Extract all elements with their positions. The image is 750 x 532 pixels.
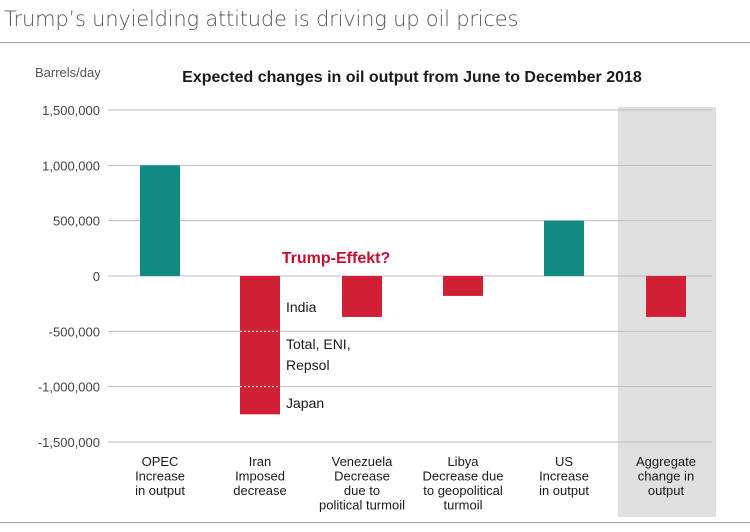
bar bbox=[646, 276, 686, 317]
bars bbox=[140, 165, 686, 415]
category-label: Aggregate change in output bbox=[636, 454, 696, 498]
breakdown-label: Japan bbox=[286, 395, 324, 411]
top-divider bbox=[0, 42, 750, 43]
y-tick-label: 1,500,000 bbox=[42, 103, 100, 118]
chart-title: Expected changes in oil output from June… bbox=[182, 69, 642, 86]
category-label: Iran Imposed decrease bbox=[233, 454, 286, 498]
y-tick-label: 1,000,000 bbox=[42, 158, 100, 173]
bar bbox=[342, 276, 382, 317]
trump-effekt-label: Trump-Effekt? bbox=[282, 250, 390, 267]
bar bbox=[140, 165, 180, 276]
category-label: Venezuela Decrease due to political turmoil bbox=[319, 454, 405, 513]
y-tick-label: 500,000 bbox=[53, 214, 100, 229]
category-label: US Increase in output bbox=[539, 454, 589, 498]
category-labels: OPEC Increase in output Iran Imposed decrease… bbox=[135, 454, 696, 513]
y-tick-label: -1,500,000 bbox=[38, 435, 100, 450]
bar bbox=[443, 276, 483, 296]
breakdown-label: Total, ENI, Repsol bbox=[286, 336, 351, 373]
bar bbox=[240, 276, 280, 415]
gridlines bbox=[108, 109, 712, 443]
page-title: Trump’s unyielding attitude is driving u… bbox=[4, 7, 519, 31]
breakdown-label: India bbox=[286, 299, 317, 315]
category-label: OPEC Increase in output bbox=[135, 454, 185, 498]
y-tick-label: -1,000,000 bbox=[38, 380, 100, 395]
iran-breakdown: India Total, ENI, Repsol Japan bbox=[240, 299, 351, 411]
bottom-divider bbox=[0, 522, 750, 523]
category-label: Libya Decrease due to geopolitical turmoil bbox=[423, 454, 504, 513]
y-axis-tick-labels: 1,500,000 1,000,000 500,000 0 -500,000 -1,000… bbox=[38, 103, 100, 450]
y-tick-label: -500,000 bbox=[49, 324, 100, 339]
bar bbox=[544, 220, 584, 276]
y-tick-label: 0 bbox=[93, 269, 100, 284]
y-axis-unit-label: Barrels/day bbox=[35, 65, 101, 80]
